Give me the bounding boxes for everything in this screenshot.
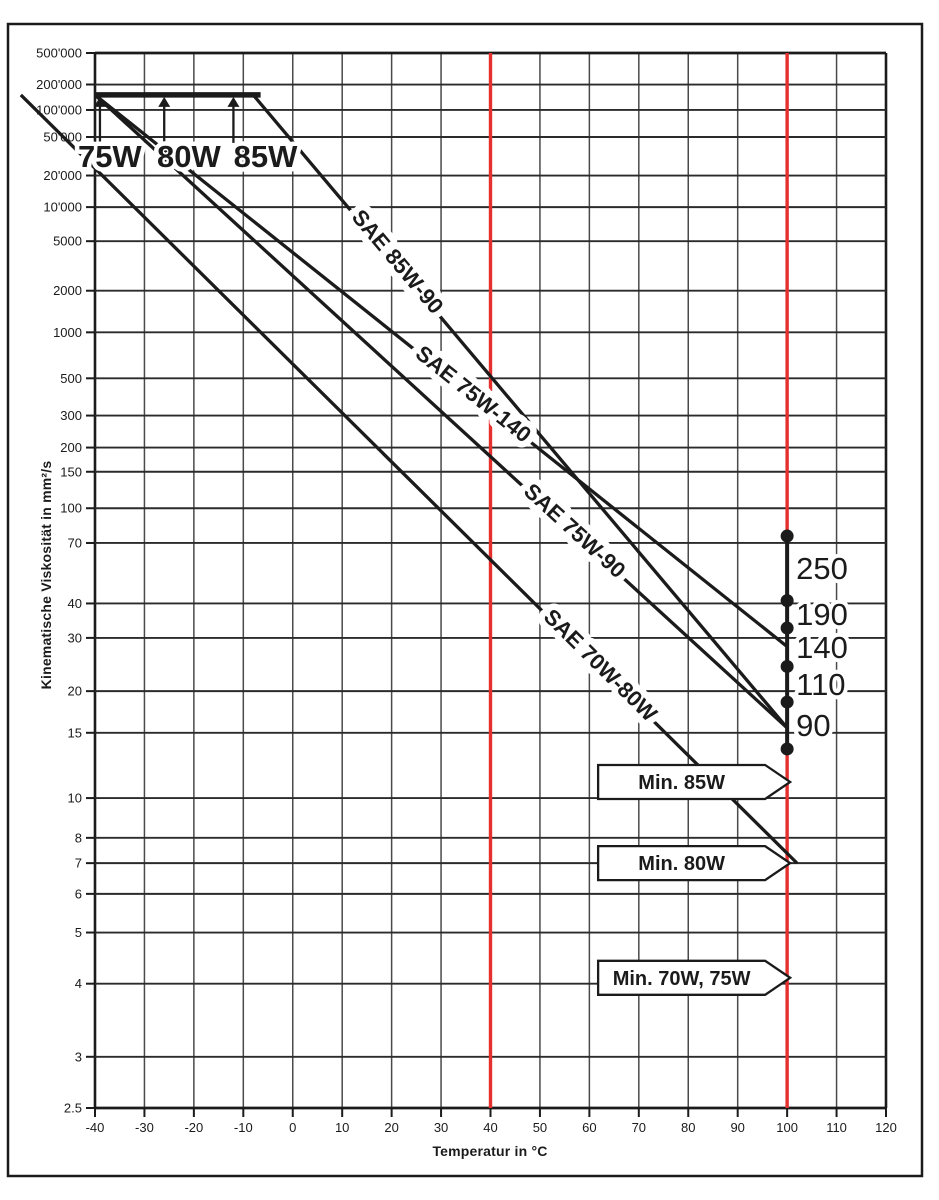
grade-boundary-dot	[780, 621, 794, 635]
series-line-sae-75w-90	[93, 93, 789, 730]
y-tick-label: 10'000	[43, 200, 82, 215]
grade-label-110: 110	[796, 667, 845, 702]
y-tick-label: 200'000	[36, 77, 82, 92]
x-tick-label: 50	[533, 1120, 547, 1135]
x-tick-label: 80	[681, 1120, 695, 1135]
grade-boundary-dot	[780, 742, 794, 756]
y-tick-label: 20'000	[43, 168, 82, 183]
y-tick-label: 2.5	[64, 1101, 82, 1116]
y-tick-label: 15	[68, 725, 82, 740]
y-tick-label: 500'000	[36, 46, 82, 61]
y-tick-label: 100	[60, 501, 82, 516]
grade-boundary-dot	[780, 529, 794, 543]
w-grade-label-80w: 80W	[157, 139, 221, 174]
x-tick-label: 20	[384, 1120, 398, 1135]
page-border	[6, 22, 924, 1178]
grade-boundary-dot	[780, 695, 794, 709]
x-tick-label: 30	[434, 1120, 448, 1135]
grade-label-90: 90	[796, 708, 830, 743]
y-tick-label: 200	[60, 440, 82, 455]
min-marker-label-min-70w-75w: Min. 70W, 75W	[613, 968, 751, 990]
min-marker-label-min-85w: Min. 85W	[638, 772, 725, 794]
x-tick-label: 70	[632, 1120, 646, 1135]
grade-label-250: 250	[796, 551, 848, 586]
w-limit-arrowhead	[227, 96, 240, 107]
x-tick-label: 0	[289, 1120, 296, 1135]
y-tick-label: 10	[68, 791, 82, 806]
y-tick-label: 7	[75, 856, 82, 871]
x-tick-label: 120	[875, 1120, 897, 1135]
x-tick-label: -20	[184, 1120, 203, 1135]
x-tick-label: -10	[234, 1120, 253, 1135]
series-label-sae-85w-90: SAE 85W-90	[347, 205, 449, 319]
x-tick-label: 110	[826, 1120, 847, 1135]
y-tick-label: 150	[60, 464, 82, 479]
y-tick-label: 70	[68, 535, 82, 550]
w-limit-arrowhead	[158, 96, 171, 107]
grade-label-190: 190	[796, 597, 848, 632]
series-line-sae-75w-140	[93, 93, 789, 648]
grade-label-140: 140	[796, 630, 848, 665]
y-tick-label: 8	[75, 830, 82, 845]
x-tick-label: 40	[483, 1120, 497, 1135]
x-tick-label: -30	[135, 1120, 154, 1135]
y-tick-label: 40	[68, 596, 82, 611]
x-tick-label: 100	[776, 1120, 798, 1135]
y-axis-title: Kinematische Viskosität in mm²/s	[38, 460, 54, 690]
y-tick-label: 300	[60, 408, 82, 423]
y-tick-label: 3	[75, 1049, 82, 1064]
series-label-sae-75w-90: SAE 75W-90	[519, 478, 630, 583]
y-tick-label: 6	[75, 886, 82, 901]
y-tick-label: 20	[68, 684, 82, 699]
y-tick-label: 5	[75, 925, 82, 940]
grade-boundary-dot	[780, 594, 794, 608]
y-tick-label: 30	[68, 630, 82, 645]
y-tick-label: 500	[60, 371, 82, 386]
min-marker-pennant	[596, 763, 793, 801]
y-tick-label: 5000	[53, 234, 82, 249]
grade-boundary-dot	[780, 659, 794, 673]
x-tick-label: 90	[730, 1120, 744, 1135]
x-axis-title: Temperatur in °C	[432, 1143, 548, 1159]
w-grade-label-75w: 75W	[78, 139, 142, 174]
x-tick-label: -40	[86, 1120, 105, 1135]
y-tick-label: 2000	[53, 283, 82, 298]
min-marker-label-min-80w: Min. 80W	[638, 853, 725, 875]
x-tick-label: 60	[582, 1120, 596, 1135]
y-tick-label: 4	[75, 976, 82, 991]
y-tick-label: 100'000	[36, 102, 82, 117]
min-marker-pennant	[596, 844, 793, 882]
series-line-sae-85w-90	[251, 93, 789, 729]
w-limit-arrowhead	[93, 96, 106, 107]
series-label-sae-70w-80w: SAE 70W-80W	[539, 604, 662, 727]
x-tick-label: 10	[335, 1120, 349, 1135]
y-tick-label: 1000	[53, 325, 82, 340]
series-line-sae-70w-80w	[19, 93, 799, 865]
w-grade-label-85w: 85W	[234, 139, 298, 174]
min-marker-pennant	[596, 959, 793, 996]
